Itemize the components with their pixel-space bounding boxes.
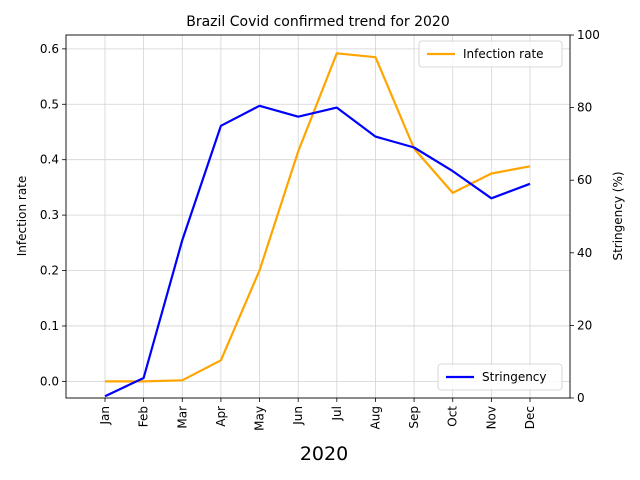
y-left-axis-label: Infection rate bbox=[15, 176, 29, 257]
legends: Infection rate Stringency bbox=[418, 40, 563, 391]
y-left-tick-label: 0.2 bbox=[40, 264, 59, 278]
y-right-tick-label: 20 bbox=[577, 318, 592, 332]
y-right-tick-label: 40 bbox=[577, 246, 592, 260]
legend-box bbox=[418, 40, 563, 68]
x-tick-label: Dec bbox=[523, 406, 537, 429]
y-left-tick-label: 0.0 bbox=[40, 374, 59, 388]
legend-box bbox=[437, 363, 563, 391]
x-axis-label: 2020 bbox=[300, 443, 348, 465]
x-tick-label: Feb bbox=[137, 406, 151, 427]
x-tick-label: Sep bbox=[407, 406, 421, 429]
x-tick-label: Aug bbox=[368, 406, 382, 429]
y-right-tick-label: 60 bbox=[577, 173, 592, 187]
x-tick-label: Jan bbox=[98, 406, 112, 426]
y-left-tick-label: 0.5 bbox=[40, 97, 59, 111]
legend-label: Infection rate bbox=[463, 47, 544, 61]
y-right-axis-label: Stringency (%) bbox=[611, 171, 625, 260]
x-tick-label: Oct bbox=[446, 406, 460, 427]
y-left-tick-label: 0.6 bbox=[40, 42, 59, 56]
x-tick-label: Jul bbox=[330, 406, 344, 421]
y-left-tick-label: 0.1 bbox=[40, 319, 59, 333]
plot-frame bbox=[65, 34, 571, 399]
series-line-stringency bbox=[104, 104, 531, 398]
x-tick-label: Apr bbox=[214, 406, 228, 427]
y-right-tick-label: 0 bbox=[577, 391, 585, 405]
legend-bottom-right: Stringency bbox=[437, 363, 563, 391]
legend-label: Stringency bbox=[482, 370, 547, 384]
y-right-tick-label: 80 bbox=[577, 101, 592, 115]
axes: Jan Feb Mar Apr May Jun Jul Aug Sep Oct Nov Dec 0.0 0… bbox=[40, 28, 600, 431]
x-tick-label: Mar bbox=[175, 406, 189, 429]
legend-top-right: Infection rate bbox=[418, 40, 563, 68]
y-left-tick-label: 0.4 bbox=[40, 153, 59, 167]
x-tick-label: Jun bbox=[291, 406, 305, 426]
x-tick-label: May bbox=[253, 406, 267, 431]
series-lines bbox=[104, 52, 531, 398]
x-tick-label: Nov bbox=[484, 406, 498, 429]
series-line-infection-rate bbox=[105, 52, 531, 383]
y-left-tick-label: 0.3 bbox=[40, 208, 59, 222]
y-right-tick-label: 100 bbox=[577, 28, 600, 42]
chart-title: Brazil Covid confirmed trend for 2020 bbox=[186, 14, 450, 30]
